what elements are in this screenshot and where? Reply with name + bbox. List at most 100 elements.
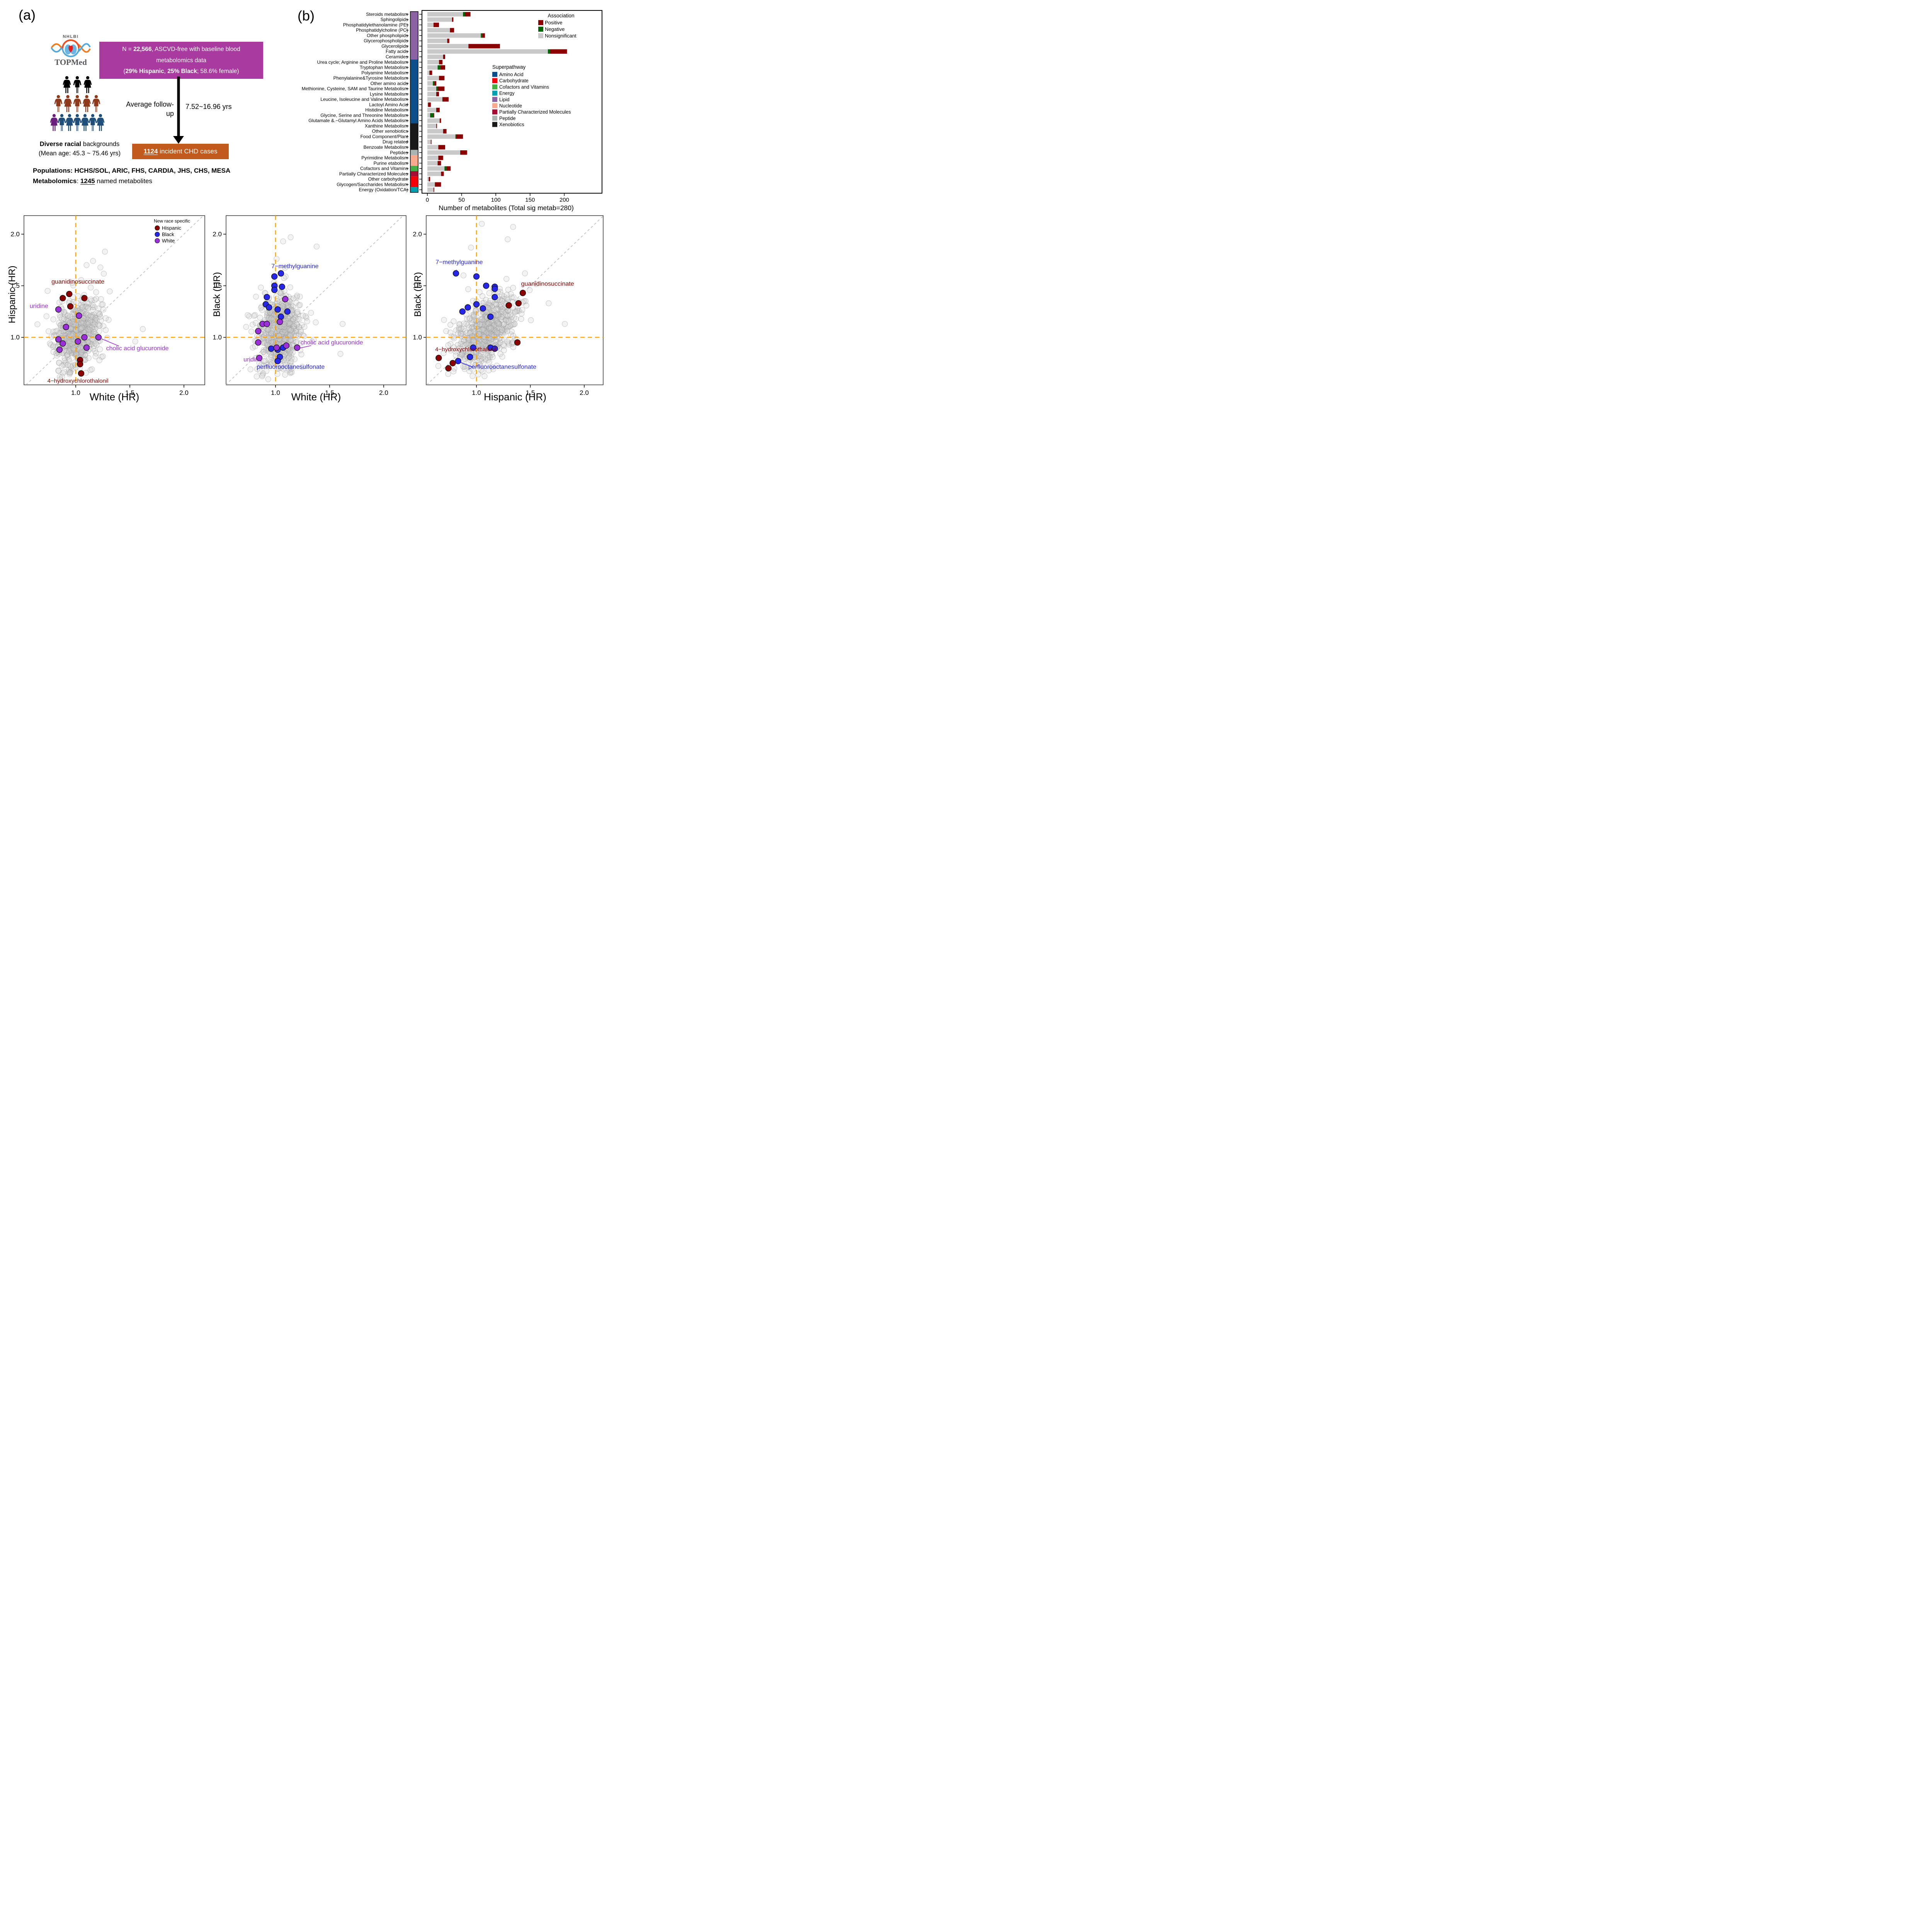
person-f-icon	[83, 95, 91, 112]
cloud-point	[294, 321, 300, 328]
cloud-point	[482, 356, 488, 363]
cloud-point	[460, 348, 466, 354]
cloud-point	[77, 326, 84, 332]
cloud-point	[497, 303, 503, 309]
cloud-point	[93, 315, 99, 321]
cloud-point	[83, 322, 89, 328]
cloud-point	[492, 324, 498, 330]
cloud-point	[276, 338, 282, 345]
bar-segment-nonsignificant	[427, 134, 456, 139]
cloud-point	[104, 335, 111, 341]
cloud-point	[67, 369, 73, 376]
cloud-point	[485, 352, 491, 359]
cloud-point	[79, 347, 85, 354]
cloud-point	[499, 306, 505, 312]
cloud-point	[489, 336, 495, 342]
cloud-point	[283, 322, 289, 328]
cloud-point	[464, 340, 471, 347]
cloud-point	[66, 371, 73, 378]
cloud-point	[498, 314, 505, 320]
bar-segment-negative	[481, 33, 482, 38]
x-tick-label: 2.0	[379, 389, 388, 396]
y-tick-label: 1.0	[213, 334, 222, 341]
highlight-point-hispanic	[514, 339, 521, 346]
cloud-point	[267, 338, 274, 344]
people-pictogram	[50, 76, 105, 131]
cloud-point	[67, 346, 73, 352]
cloud-point	[260, 363, 267, 369]
cloud-point	[56, 360, 62, 366]
cloud-point	[285, 316, 291, 322]
identity-line	[26, 215, 204, 385]
cloud-point	[66, 366, 72, 373]
cloud-point	[71, 330, 77, 336]
cloud-point	[81, 321, 87, 327]
cloud-point	[278, 290, 284, 296]
cloud-point	[258, 362, 264, 368]
cloud-point	[87, 313, 94, 319]
cloud-point	[479, 319, 485, 325]
cloud-point	[266, 335, 272, 341]
cloud-point	[88, 298, 95, 304]
cloud-point	[459, 344, 466, 350]
bar-segment-negative	[436, 86, 438, 91]
cloud-point	[63, 359, 69, 366]
person-f-icon	[81, 114, 89, 131]
cloud-point	[494, 330, 500, 336]
superpathway-strip-cofactors	[410, 166, 418, 171]
cloud-point	[287, 304, 294, 310]
cloud-point	[276, 328, 282, 335]
annotation-label: perfluorooctanesulfonate	[468, 364, 536, 370]
cloud-point	[100, 270, 107, 277]
cloud-point	[287, 284, 293, 291]
cloud-point	[282, 265, 288, 271]
cloud-point	[283, 350, 290, 356]
person-m-icon	[54, 95, 63, 112]
superpathway-strip-xenobiotics	[410, 123, 418, 150]
cloud-point	[466, 368, 473, 374]
cloud-point	[297, 294, 303, 300]
cloud-point	[482, 337, 488, 344]
cloud-point	[98, 296, 104, 302]
cloud-point	[478, 367, 485, 373]
followup-label: Average follow-up	[126, 100, 174, 118]
cloud-point	[92, 321, 98, 328]
cloud-point	[265, 329, 271, 335]
annotation-label: uridine	[243, 357, 262, 363]
charts-canvas: Steroids metabolismSphingolipidsPhosphat…	[10, 10, 604, 396]
bar-segment-nonsignificant	[427, 118, 440, 123]
cloud-point	[60, 320, 66, 327]
cloud-point	[471, 314, 477, 320]
cloud-point	[516, 308, 522, 314]
cloud-point	[503, 317, 509, 323]
cloud-point	[66, 345, 72, 351]
superpathway-legend-label: Partially Characterized Molecules	[499, 109, 571, 115]
bar-segment-nonsignificant	[427, 124, 437, 128]
person-m-icon	[73, 76, 82, 93]
bar-segment-positive	[460, 150, 467, 155]
cloud-point	[465, 337, 471, 343]
bar-segment-positive	[450, 28, 454, 32]
cloud-point	[490, 323, 497, 329]
cloud-point	[83, 262, 90, 268]
bar-segment-nonsignificant	[427, 187, 434, 192]
cloud-point	[99, 354, 105, 360]
b-x-tick-label: 100	[491, 197, 501, 203]
cloud-point	[499, 327, 505, 333]
cloud-point	[464, 341, 470, 347]
bar-segment-nonsignificant	[427, 145, 439, 150]
cloud-point	[54, 328, 60, 334]
highlight-point-white	[255, 339, 262, 346]
cloud-point	[91, 324, 97, 330]
cloud-point	[486, 335, 493, 341]
cloud-point	[57, 322, 63, 328]
cloud-point	[83, 315, 90, 321]
cloud-point	[493, 314, 500, 320]
cloud-point	[88, 296, 94, 303]
cloud-point	[67, 345, 73, 352]
cloud-point	[72, 326, 78, 332]
cloud-point	[264, 340, 270, 347]
cloud-point	[281, 329, 288, 335]
cloud-point	[66, 357, 72, 364]
cloud-point	[266, 338, 272, 344]
